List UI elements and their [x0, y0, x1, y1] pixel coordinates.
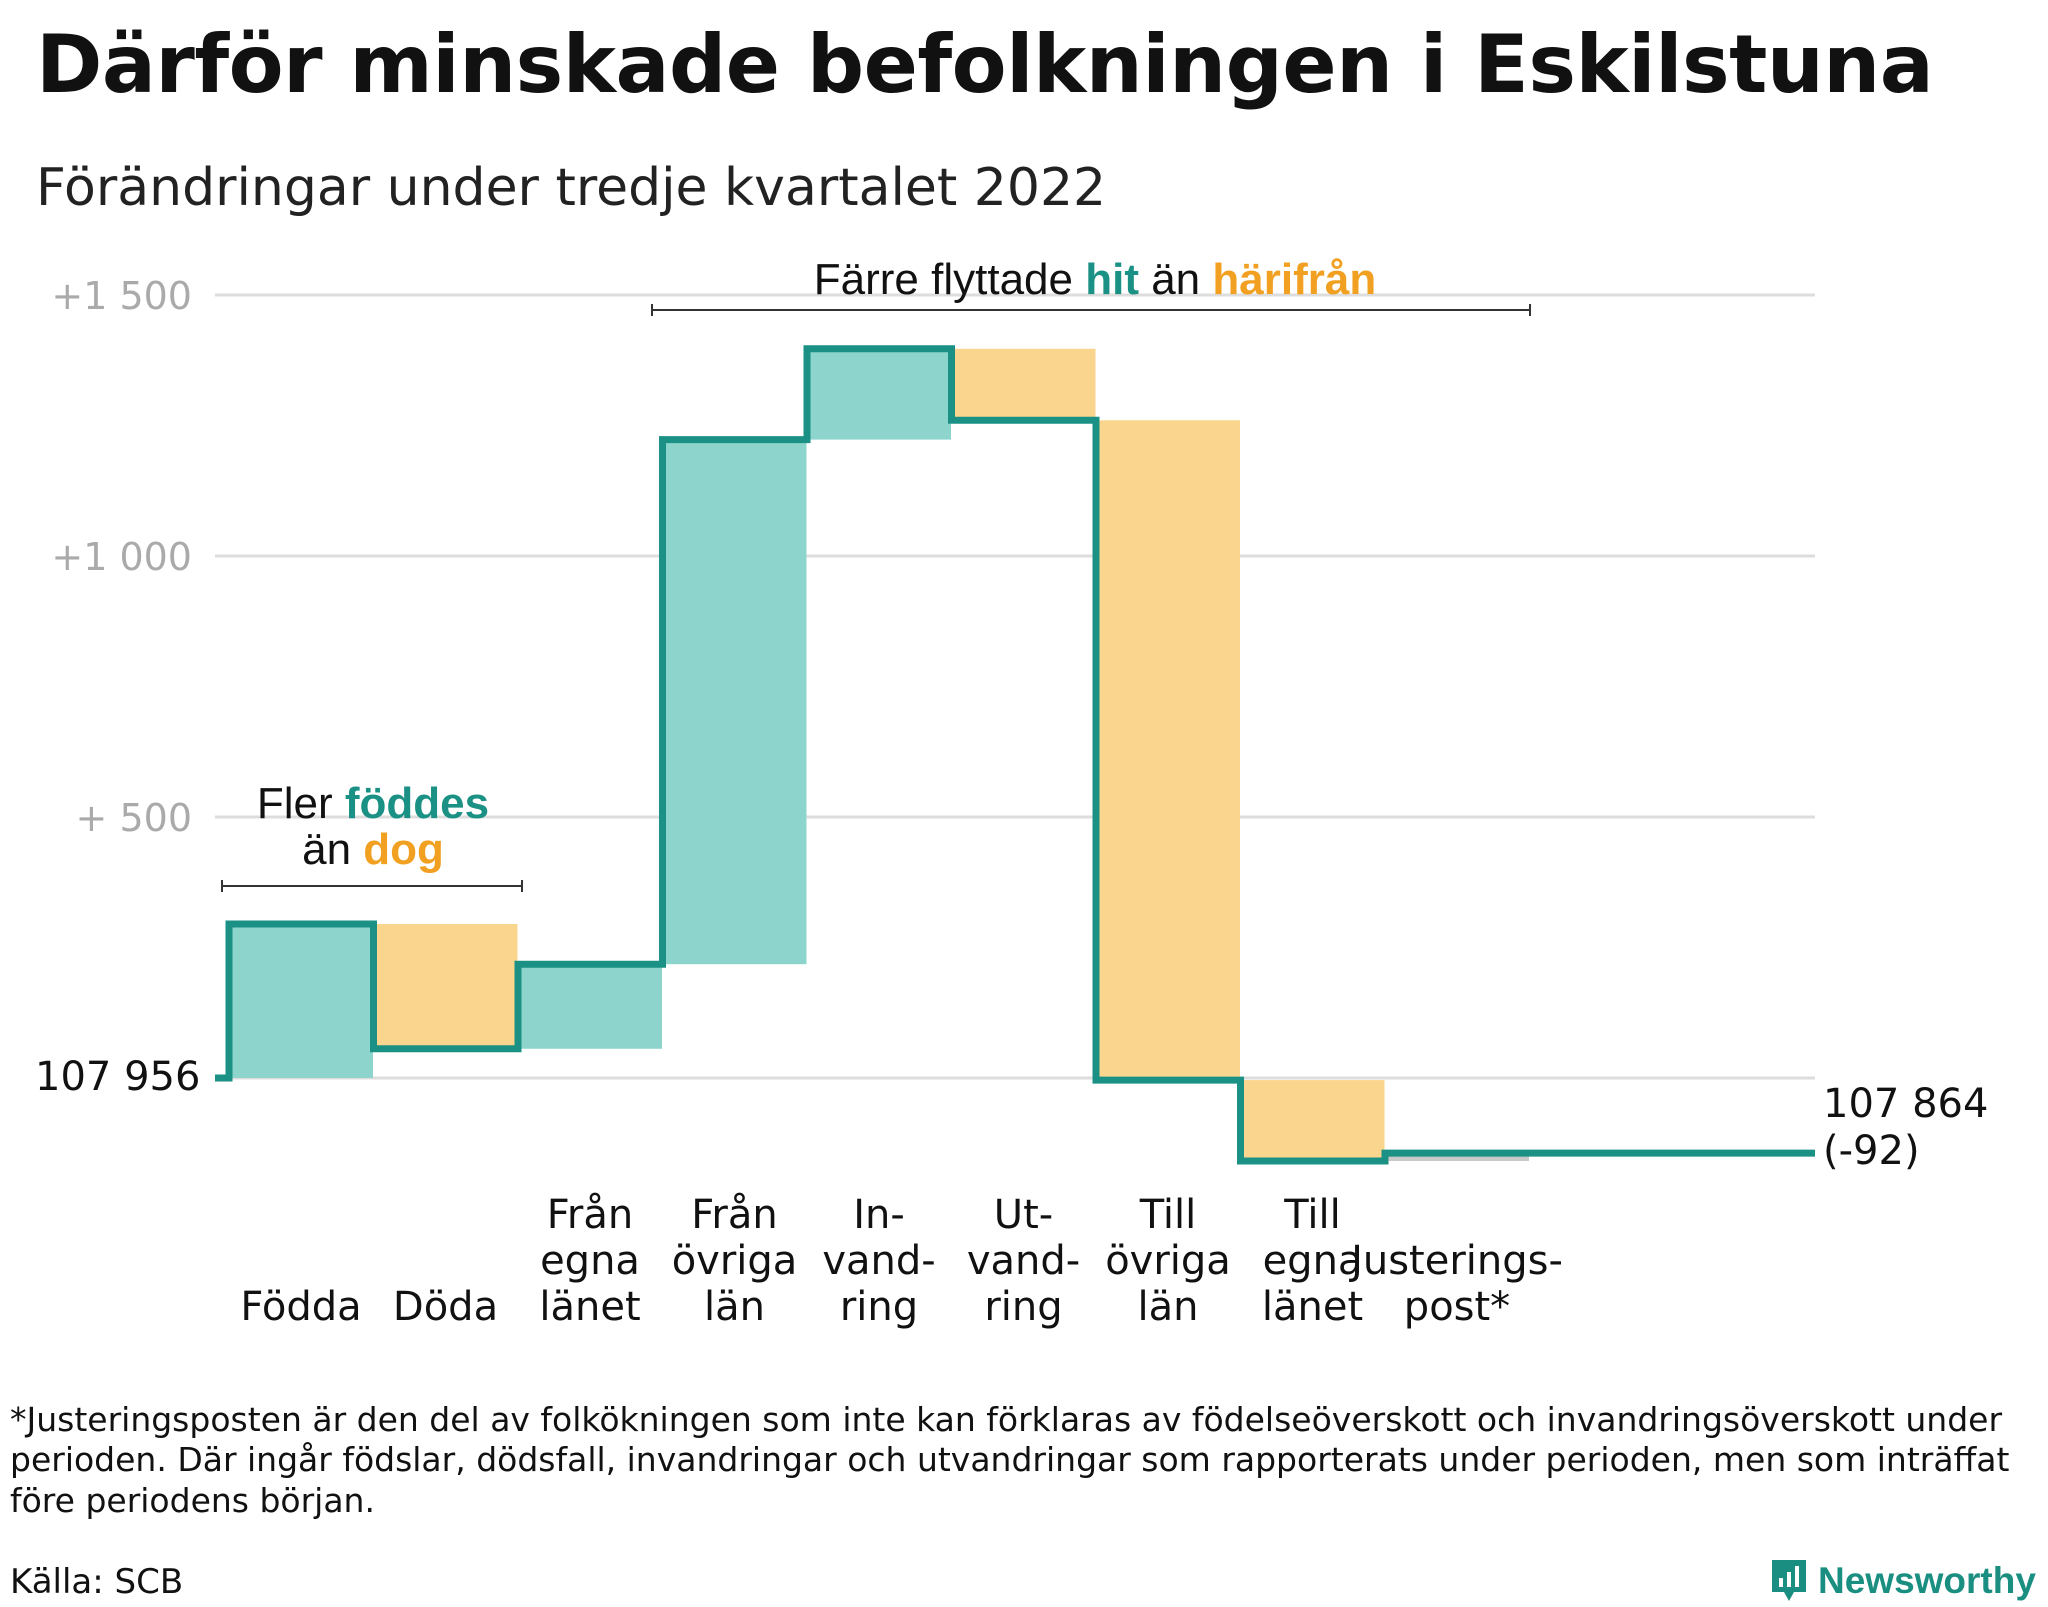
end-value-label: 107 864	[1823, 1081, 1988, 1127]
category-label: post*	[1404, 1284, 1510, 1330]
chart-title: Därför minskade befolkningen i Eskilstun…	[36, 18, 1934, 111]
svg-text:Färre flyttade hit än härifrån: Färre flyttade hit än härifrån	[814, 255, 1376, 304]
waterfall-bar	[1240, 1080, 1385, 1161]
newsworthy-logo-icon	[1772, 1560, 1806, 1601]
waterfall-bar	[1096, 420, 1240, 1081]
end-change-label: (-92)	[1823, 1128, 1920, 1174]
category-label: ring	[840, 1284, 918, 1330]
category-label: egna	[540, 1238, 640, 1284]
category-label: vand-	[822, 1238, 935, 1284]
category-label: Från	[547, 1192, 633, 1238]
brand-name: Newsworthy	[1818, 1560, 2036, 1601]
source-label: Källa: SCB	[10, 1562, 184, 1602]
footnote: *Justeringsposten är den del av folkökni…	[10, 1400, 2010, 1520]
y-tick-label: +1 500	[51, 274, 192, 318]
births-annotation: Fler föddes än dog	[221, 779, 523, 892]
category-label: Till	[1139, 1192, 1197, 1238]
category-label: vand-	[967, 1238, 1080, 1284]
waterfall-bar	[518, 964, 662, 1049]
births-annotation-highlight-2: dog	[363, 825, 444, 874]
category-label: Justerings-	[1348, 1238, 1563, 1284]
category-label: Födda	[240, 1284, 361, 1330]
migration-annotation-prefix: Färre flyttade	[814, 255, 1085, 304]
waterfall-bar	[807, 348, 951, 440]
waterfall-bar	[373, 924, 518, 1049]
svg-text:än dog: än dog	[302, 825, 444, 874]
category-label: län	[704, 1284, 765, 1330]
category-label: länet	[539, 1284, 640, 1330]
y-tick-label: + 500	[76, 796, 192, 840]
brand-logo[interactable]: Newsworthy	[1770, 1555, 2036, 1607]
category-label: övriga	[1105, 1238, 1231, 1284]
births-annotation-mid: än	[302, 825, 363, 874]
category-label: länet	[1262, 1284, 1363, 1330]
waterfall-bar	[1385, 1153, 1529, 1161]
category-label: Från	[691, 1192, 777, 1238]
migration-annotation: Färre flyttade hit än härifrån	[651, 255, 1531, 316]
category-label: Ut-	[994, 1192, 1053, 1238]
category-label: Till	[1283, 1192, 1341, 1238]
y-tick-label: +1 000	[51, 535, 192, 579]
births-annotation-highlight: föddes	[345, 779, 489, 828]
waterfall-bar	[229, 924, 373, 1078]
waterfall-bar	[662, 439, 807, 965]
start-value-label: 107 956	[35, 1054, 200, 1100]
category-label: ring	[984, 1284, 1062, 1330]
chart-subtitle: Förändringar under tredje kvartalet 2022	[36, 158, 1107, 218]
migration-annotation-mid: än	[1139, 255, 1212, 304]
migration-annotation-highlight-2: härifrån	[1212, 255, 1376, 304]
population-step-line	[215, 345, 1815, 1165]
category-label: län	[1138, 1284, 1199, 1330]
waterfall-bar	[951, 348, 1096, 421]
category-label: In-	[853, 1192, 905, 1238]
category-label: egna	[1263, 1238, 1363, 1284]
waterfall-chart: +1 500+1 000+ 500 Födda DödaFrånegnalänet…	[35, 255, 1988, 1330]
svg-text:Fler föddes: Fler föddes	[257, 779, 489, 828]
category-label: Döda	[393, 1284, 498, 1330]
migration-annotation-highlight: hit	[1085, 255, 1139, 304]
births-annotation-prefix: Fler	[257, 779, 345, 828]
category-label: övriga	[672, 1238, 798, 1284]
